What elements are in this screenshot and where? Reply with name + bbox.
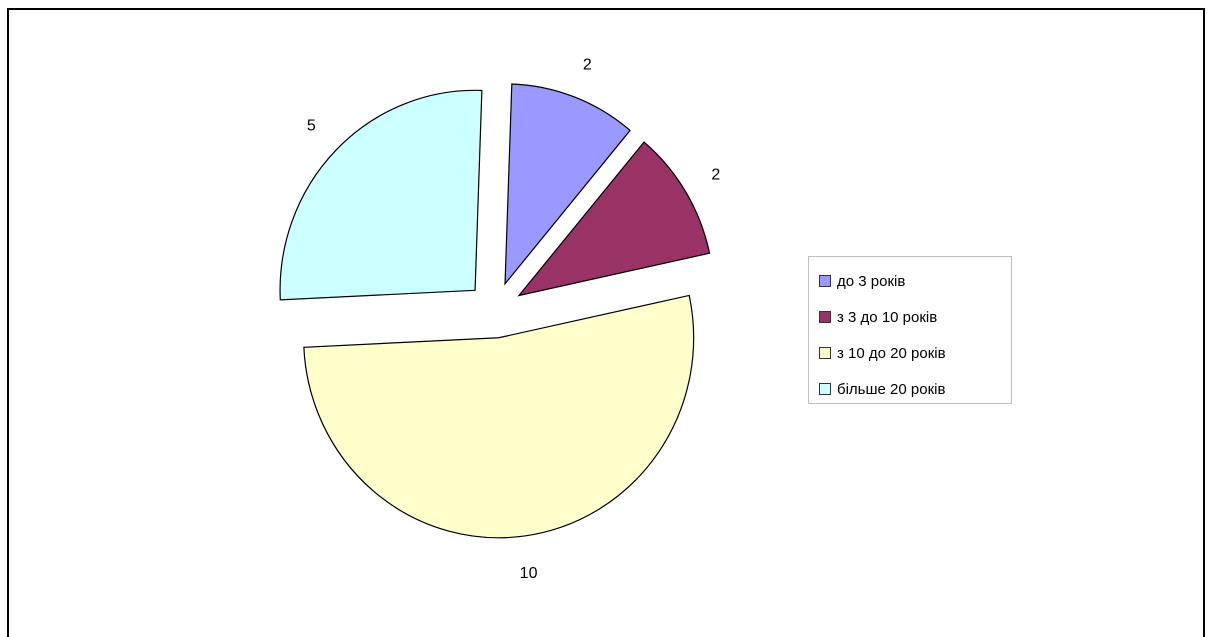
legend-label: з 10 до 20 років <box>837 344 946 362</box>
data-label: 5 <box>307 118 316 135</box>
legend-swatch <box>819 311 831 323</box>
legend-swatch <box>819 347 831 359</box>
legend-label: більше 20 років <box>837 380 946 398</box>
legend-item: з 10 до 20 років <box>809 335 1011 371</box>
legend-item: з 3 до 10 років <box>809 299 1011 335</box>
data-label: 2 <box>583 56 592 73</box>
legend-label: до 3 років <box>837 272 906 290</box>
pie-slice <box>279 89 483 301</box>
legend-item: більше 20 років <box>809 371 1011 407</box>
pie-slice <box>517 141 711 297</box>
legend-label: з 3 до 10 років <box>837 308 938 326</box>
legend-swatch <box>819 275 831 287</box>
pie-slice <box>504 83 631 286</box>
legend: до 3 років з 3 до 10 років з 10 до 20 ро… <box>808 256 1012 404</box>
pie-slice <box>303 294 695 539</box>
legend-item: до 3 років <box>809 263 1011 299</box>
data-label: 2 <box>711 166 720 183</box>
data-label: 10 <box>520 565 538 582</box>
legend-swatch <box>819 383 831 395</box>
